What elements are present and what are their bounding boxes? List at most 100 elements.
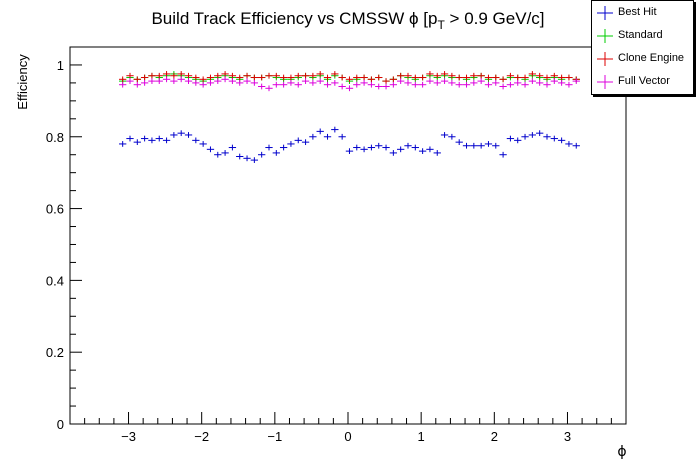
data-point	[360, 80, 368, 86]
data-point	[126, 135, 134, 142]
data-point	[477, 78, 485, 84]
data-point	[375, 83, 383, 90]
data-point	[550, 78, 558, 84]
data-point	[192, 80, 200, 86]
data-point	[536, 72, 544, 79]
x-tick-label: 1	[418, 429, 425, 444]
data-point	[499, 76, 507, 83]
data-point	[199, 81, 207, 88]
data-point	[250, 74, 259, 81]
data-point	[258, 83, 266, 90]
data-point	[411, 144, 419, 151]
data-point	[506, 81, 515, 88]
data-point	[279, 74, 288, 81]
data-point	[338, 83, 346, 90]
data-point	[228, 144, 237, 151]
data-point	[184, 72, 193, 79]
data-point	[338, 133, 346, 140]
data-point	[177, 76, 185, 83]
data-point	[301, 78, 310, 84]
legend-marker-icon	[597, 52, 613, 66]
legend-marker-icon	[597, 75, 613, 89]
data-point	[258, 151, 266, 158]
data-point	[433, 80, 441, 86]
data-point	[353, 74, 361, 81]
data-point	[484, 74, 493, 81]
data-point	[192, 74, 200, 81]
data-point	[514, 74, 522, 81]
y-tick-label: 0.2	[46, 345, 64, 360]
data-point	[323, 74, 332, 81]
x-tick-label: 2	[491, 429, 498, 444]
data-point	[426, 78, 434, 84]
data-point	[338, 74, 346, 81]
legend-entry-standard: Standard	[592, 25, 693, 47]
y-tick-label: 0.6	[46, 202, 64, 217]
data-point	[448, 72, 456, 79]
legend-label: Clone Engine	[618, 52, 685, 64]
data-point	[433, 72, 441, 79]
legend-entry-best-hit: Best Hit	[592, 2, 693, 24]
data-point	[119, 141, 127, 147]
y-tick-label: 0	[57, 417, 64, 432]
data-point	[184, 132, 193, 138]
data-point	[448, 80, 456, 86]
data-point	[170, 72, 178, 79]
data-point	[404, 142, 412, 149]
data-point	[389, 150, 398, 156]
data-point	[565, 81, 573, 88]
data-point	[170, 132, 178, 138]
data-point	[477, 142, 485, 149]
data-point	[448, 133, 456, 140]
data-point	[418, 148, 427, 154]
legend-marker-icon	[597, 29, 613, 43]
data-point	[243, 72, 251, 79]
data-point	[133, 139, 141, 146]
data-point	[484, 141, 493, 147]
data-point	[265, 144, 273, 151]
data-point	[426, 71, 434, 77]
data-point	[236, 74, 244, 81]
data-point	[199, 76, 207, 83]
data-point	[309, 72, 317, 79]
data-point	[521, 81, 529, 88]
data-point	[543, 74, 551, 81]
data-point	[214, 72, 222, 79]
legend: Best Hit Standard Clone Engine Full Vect…	[591, 0, 694, 95]
data-point	[294, 72, 302, 79]
data-point	[462, 142, 471, 149]
y-tick-label: 0.8	[46, 130, 64, 145]
data-point	[484, 81, 493, 88]
data-point	[426, 146, 434, 153]
data-point	[345, 85, 354, 92]
data-point	[287, 74, 295, 81]
data-point	[506, 72, 515, 79]
data-point	[126, 78, 134, 84]
data-point	[221, 76, 229, 83]
data-point	[287, 141, 295, 147]
legend-label: Full Vector	[618, 75, 670, 87]
data-point	[155, 72, 163, 79]
data-point	[236, 153, 244, 160]
data-point	[565, 141, 573, 147]
data-point	[360, 146, 368, 153]
data-point	[572, 78, 580, 84]
data-point	[265, 85, 273, 92]
data-point	[477, 72, 485, 79]
y-axis-label: Efficiency	[15, 54, 30, 110]
data-point	[557, 80, 566, 86]
data-point	[528, 132, 537, 138]
chart-title: Build Track Efficiency vs CMSSW ϕ [pT > …	[151, 9, 544, 32]
data-point	[360, 74, 368, 81]
data-point	[521, 74, 529, 81]
data-point	[294, 81, 302, 88]
data-point	[162, 71, 171, 77]
data-point	[214, 151, 222, 158]
data-point	[133, 81, 141, 88]
data-point	[140, 80, 149, 86]
data-point	[221, 150, 229, 156]
data-point	[258, 74, 266, 81]
data-point	[492, 142, 500, 149]
data-point	[492, 80, 500, 86]
x-tick-label: 0	[344, 429, 351, 444]
